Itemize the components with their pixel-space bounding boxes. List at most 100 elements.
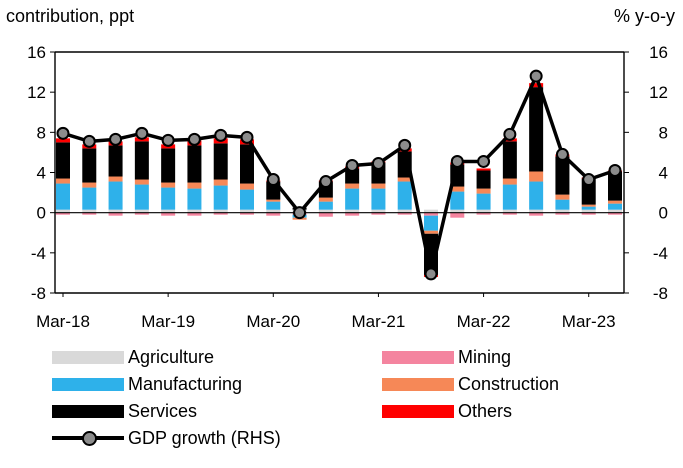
bar-mining-q4-21	[450, 212, 465, 218]
bar-mining-q3-22	[529, 212, 544, 216]
legend-label-services: Services	[128, 400, 198, 421]
right-tick-label--4: -4	[653, 244, 668, 263]
legend: Agriculture Manufacturing Services GDP g…	[52, 344, 612, 460]
bar-services-q2-22	[502, 141, 517, 179]
bar-mining-q2-23	[608, 212, 622, 215]
bar-construction-q4-20	[345, 183, 360, 189]
mining-swatch	[382, 350, 454, 364]
gdp-marker-q3-18	[109, 132, 123, 146]
bar-manufacturing-q1-18	[56, 183, 70, 210]
bar-agriculture-q2-19	[187, 209, 202, 213]
gdp-marker-q4-20	[345, 158, 359, 172]
bar-agriculture-q3-20	[318, 209, 333, 213]
bar-construction-q3-21	[424, 230, 438, 234]
bar-services-q1-23	[581, 178, 596, 205]
bar-construction-q1-18	[56, 178, 70, 184]
legend-item-services: Services	[52, 398, 197, 424]
bar-mining-q1-20	[266, 212, 281, 216]
bar-construction-q2-19	[187, 182, 202, 189]
bar-manufacturing-q4-22	[555, 199, 570, 210]
bar-manufacturing-q1-19	[161, 187, 176, 210]
right-tick-label-12: 12	[649, 83, 668, 102]
bar-others-q3-22	[529, 83, 544, 88]
bar-mining-q1-19	[161, 212, 176, 216]
bar-construction-q2-23	[608, 200, 622, 204]
gdp-marker-q1-20	[266, 173, 280, 187]
bar-manufacturing-q3-20	[318, 201, 333, 210]
bar-services-q3-19	[213, 143, 228, 180]
legend-item-agriculture: Agriculture	[52, 344, 214, 370]
gdp-marker-q2-21	[398, 138, 412, 152]
right-tick-label-4: 4	[659, 164, 668, 183]
bar-agriculture-q2-23	[608, 209, 622, 213]
left-tick-label-4: 4	[37, 164, 46, 183]
bar-mining-q3-21	[424, 212, 438, 216]
bar-mining-q2-22	[502, 212, 517, 215]
bar-agriculture-q4-22	[555, 209, 570, 213]
bar-mining-q1-18	[56, 212, 70, 215]
bar-manufacturing-q1-20	[266, 201, 281, 210]
bar-services-q4-19	[240, 144, 254, 184]
bar-mining-q1-23	[581, 212, 596, 215]
gdp-marker-q3-21	[424, 267, 438, 281]
bar-agriculture-q1-23	[581, 209, 596, 213]
bar-agriculture-q4-19	[240, 209, 254, 213]
gdp-marker-q1-21	[371, 156, 385, 170]
bar-agriculture-q1-20	[266, 209, 281, 213]
left-tick-label-0: 0	[37, 204, 46, 223]
bar-services-q1-19	[161, 148, 176, 183]
bar-construction-q3-22	[529, 171, 544, 182]
legend-label-others: Others	[458, 400, 513, 421]
bar-mining-q3-18	[108, 212, 123, 216]
bar-services-q4-22	[555, 156, 570, 195]
left-tick-label-12: 12	[27, 83, 46, 102]
bar-agriculture-q1-19	[161, 209, 176, 213]
right-tick-label-8: 8	[659, 123, 668, 142]
legend-label-construction: Construction	[458, 373, 560, 394]
x-tick-label-mar-19: Mar-19	[141, 312, 195, 331]
bar-construction-q2-18	[82, 182, 97, 188]
gdp-growth-line	[62, 74, 616, 276]
x-tick-label-mar-18: Mar-18	[36, 312, 90, 331]
bar-construction-q1-22	[476, 188, 491, 194]
bar-agriculture-q4-21	[450, 209, 465, 213]
bar-construction-q2-22	[502, 178, 517, 185]
bar-construction-q1-19	[161, 182, 176, 188]
bar-construction-q4-18	[134, 179, 149, 185]
bar-agriculture-q1-22	[476, 209, 491, 213]
gdp-marker-q1-22	[477, 154, 491, 168]
bar-construction-q4-22	[555, 194, 570, 200]
legend-item-mining: Mining	[382, 344, 511, 370]
gdp-marker-q1-18	[56, 126, 70, 140]
gdp-marker-q2-22	[503, 127, 517, 141]
bar-services-q2-19	[187, 145, 202, 183]
bar-manufacturing-q1-22	[476, 193, 491, 210]
bar-services-q3-18	[108, 145, 123, 177]
bar-manufacturing-q3-18	[108, 181, 123, 210]
bar-construction-q3-20	[318, 197, 333, 202]
bar-manufacturing-q3-21	[424, 215, 438, 231]
gdp-marker-q3-20	[319, 175, 333, 189]
right-tick-label--8: -8	[653, 284, 668, 303]
others-swatch	[382, 404, 454, 418]
services-swatch	[52, 404, 124, 418]
legend-label-manufacturing: Manufacturing	[128, 373, 243, 394]
bar-manufacturing-q2-22	[502, 184, 517, 210]
bar-agriculture-q1-21	[371, 209, 386, 213]
x-tick-label-mar-20: Mar-20	[246, 312, 300, 331]
gdp-marker-q2-23	[608, 163, 622, 177]
gdp-line-swatch	[52, 428, 124, 448]
bar-manufacturing-q2-23	[608, 203, 622, 210]
bar-manufacturing-q1-23	[581, 206, 596, 210]
bar-manufacturing-q4-20	[345, 188, 360, 210]
bar-services-q2-18	[82, 148, 97, 183]
left-tick-label--8: -8	[31, 284, 46, 303]
bar-services-q2-23	[608, 171, 622, 201]
gdp-marker-q2-19	[187, 132, 201, 146]
right-tick-label-0: 0	[659, 204, 668, 223]
legend-item-manufacturing: Manufacturing	[52, 371, 242, 397]
bar-manufacturing-q1-21	[371, 188, 386, 210]
bar-manufacturing-q4-18	[134, 184, 149, 210]
bar-mining-q1-21	[371, 212, 386, 215]
left-tick-label-8: 8	[37, 123, 46, 142]
